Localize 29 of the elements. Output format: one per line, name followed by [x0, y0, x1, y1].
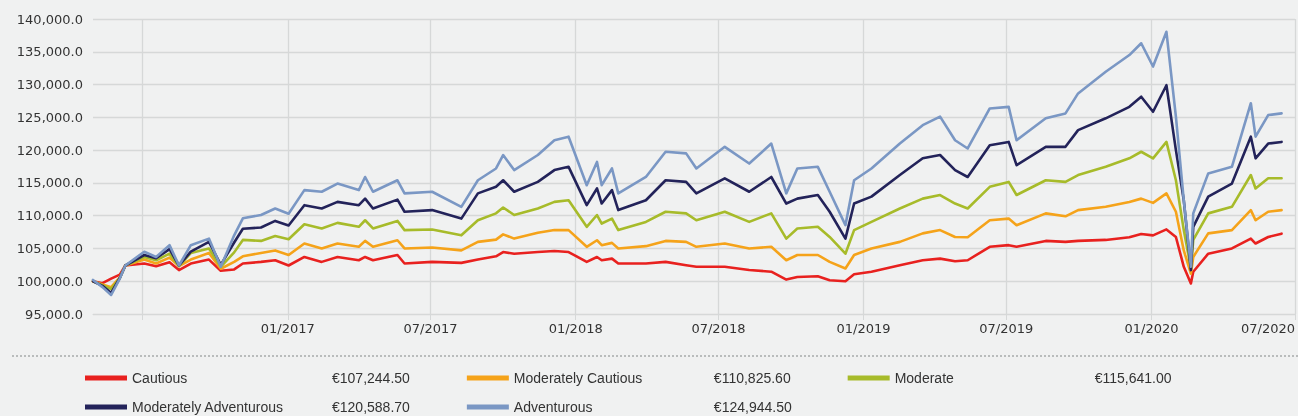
y-tick-label: 115,000.0 — [16, 175, 83, 191]
x-tick-label: 07/2020 — [1240, 321, 1295, 336]
x-tick-label: 01/2020 — [1124, 321, 1179, 336]
line-series — [91, 30, 1283, 297]
legend-label: Moderately Adventurous — [132, 399, 283, 415]
y-tick-label: 135,000.0 — [16, 44, 83, 60]
x-tick-label: 07/2018 — [691, 321, 746, 336]
y-tick-label: 100,000.0 — [16, 273, 83, 289]
y-tick-label: 130,000.0 — [16, 77, 83, 93]
legend-label: Moderate — [894, 370, 955, 386]
y-tick-label: 120,000.0 — [16, 142, 83, 158]
text: €107,244.50 — [332, 370, 411, 386]
y-tick-label: 105,000.0 — [16, 240, 83, 256]
legend-label: Adventurous — [513, 399, 593, 415]
text: €124,944.50 — [713, 399, 792, 415]
y-tick-label: 125,000.0 — [16, 109, 83, 125]
legend-label: Moderately Cautious — [513, 370, 643, 386]
legend-label: Cautious — [132, 370, 188, 386]
x-tick-label: 01/2018 — [548, 321, 603, 336]
x-tick-label: 07/2017 — [403, 321, 458, 336]
x-tick-label: 01/2017 — [260, 321, 315, 336]
x-tick-label: 07/2019 — [979, 321, 1034, 336]
y-tick-label: 95,000.0 — [25, 306, 83, 322]
text: €110,825.60 — [713, 370, 791, 386]
y-tick-label: 140,000.0 — [16, 11, 83, 27]
y-tick-label: 110,000.0 — [16, 208, 83, 224]
x-tick-label: 01/2019 — [836, 321, 891, 336]
text: €120,588.70 — [332, 399, 411, 415]
text: €115,641.00 — [1094, 370, 1172, 386]
